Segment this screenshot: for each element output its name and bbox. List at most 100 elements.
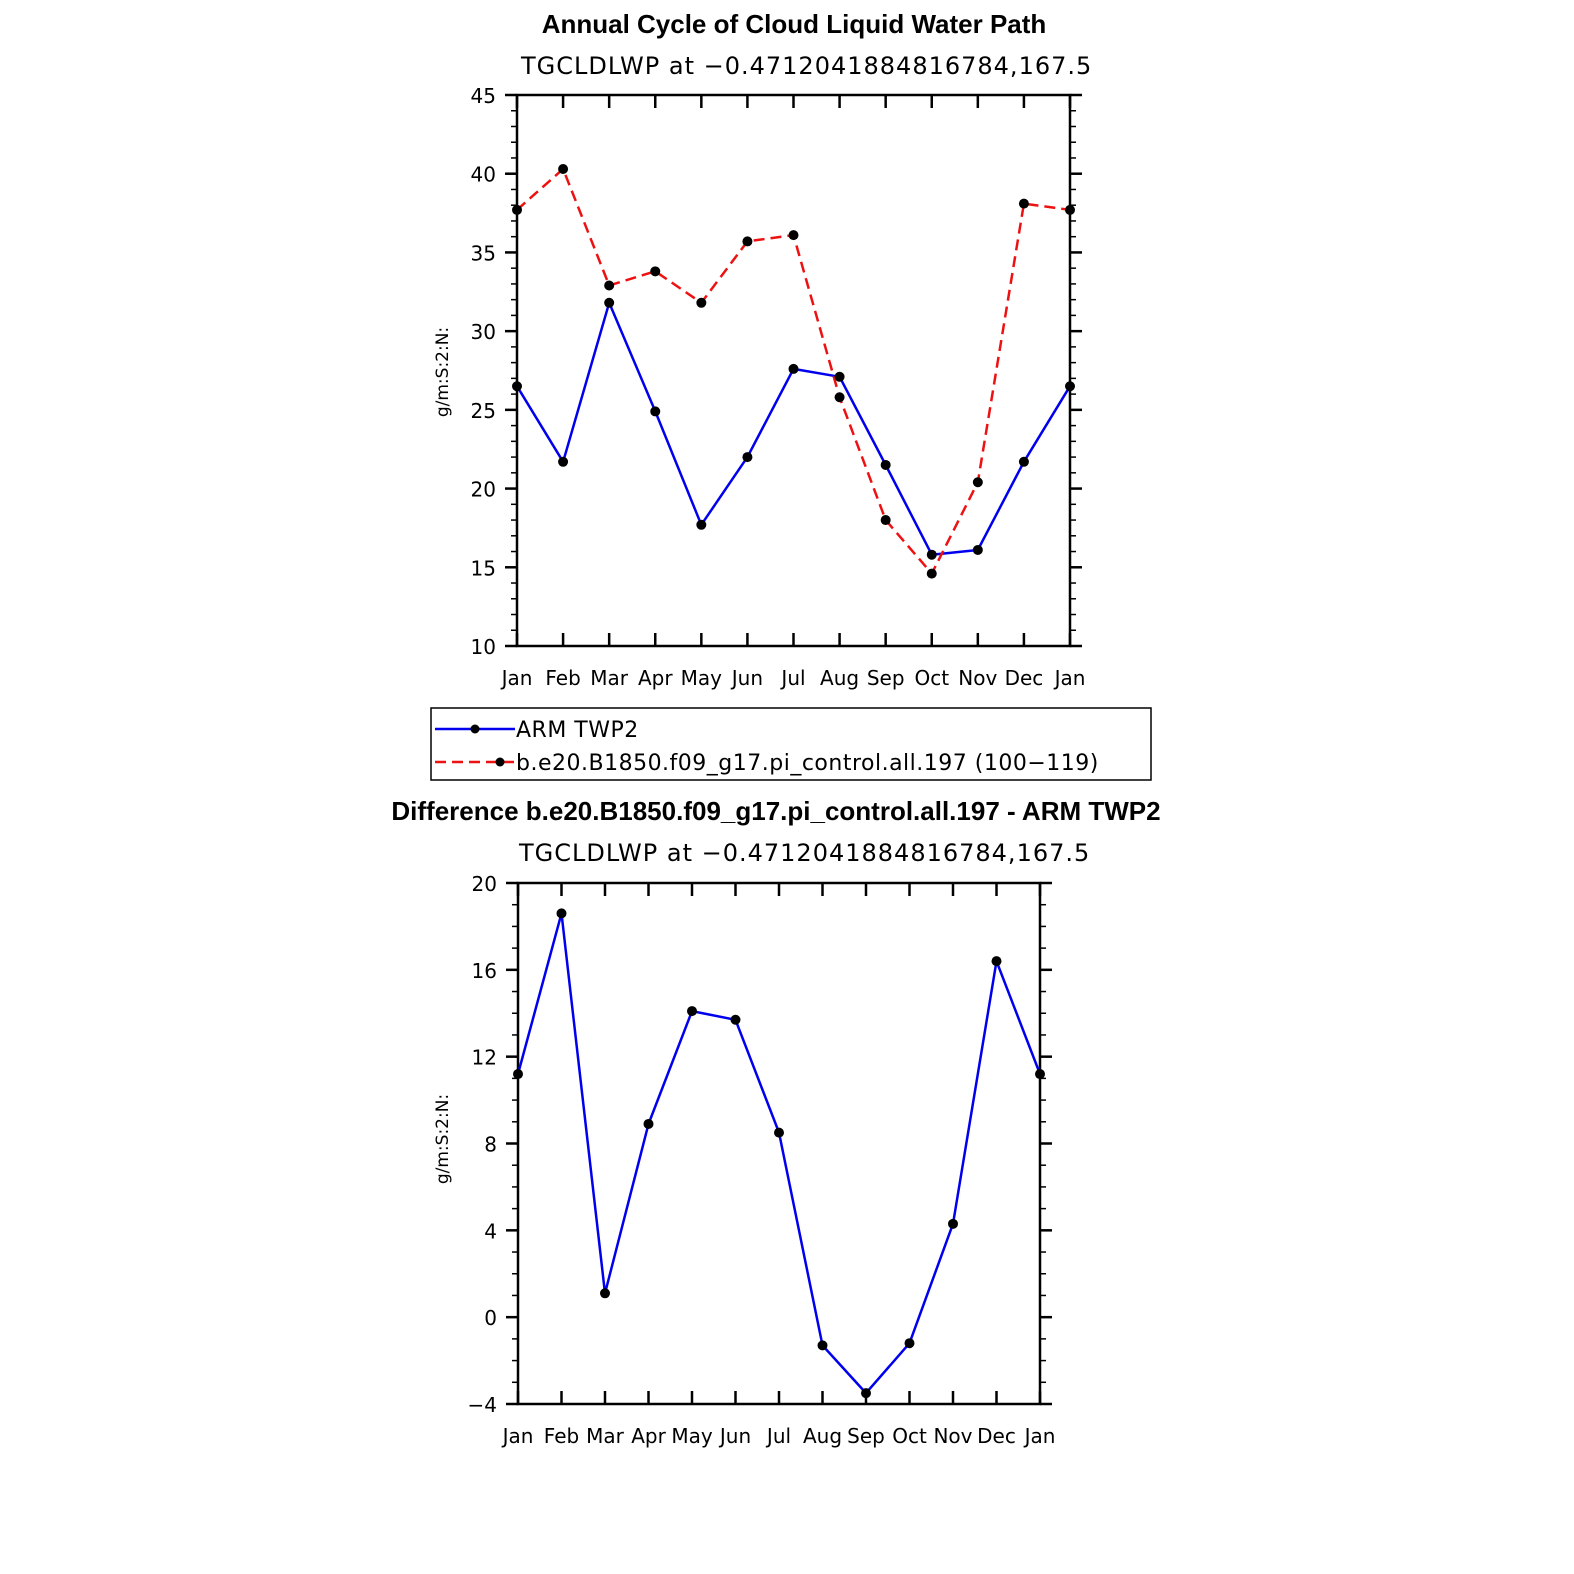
chart1-series-1-point (880, 515, 891, 526)
chart1-series-0-point (1065, 381, 1075, 392)
chart2-series-0-point (948, 1218, 958, 1229)
legend-marker-model (495, 757, 505, 767)
difference-chart: Difference b.e20.B1850.f09_g17.pi_contro… (391, 796, 1160, 1448)
chart1-series-0-point (604, 297, 615, 308)
chart2-series-0-point (687, 1006, 697, 1017)
chart2-series-0-point (1035, 1069, 1045, 1080)
chart1-series-1-point (558, 163, 569, 174)
chart2-series-0-point (991, 956, 1002, 967)
annual-cycle-chart: Annual Cycle of Cloud Liquid Water Path … (433, 9, 1092, 690)
chart2-series-0-line (516, 912, 1042, 1395)
chart1-series-1-point (1065, 204, 1075, 215)
chart1-series-1-point (512, 204, 522, 215)
chart1-x-tick-label: May (681, 666, 723, 690)
chart1-x-tick-label: Mar (590, 666, 629, 690)
chart1-series-1-point (650, 266, 661, 277)
chart1-x-tick-label: Apr (638, 666, 673, 690)
chart1-y-tick-label: 10 (471, 635, 496, 659)
chart2-series-0-point (817, 1340, 828, 1351)
chart1-series-0-point (972, 544, 983, 555)
chart2-series-0-point (600, 1288, 610, 1299)
chart1-y-tick-label: 25 (471, 399, 496, 423)
chart2-x-tick-label: Feb (544, 1424, 579, 1448)
legend-entry-arm: ARM TWP2 (435, 718, 639, 743)
chart1-x-tick-label: Feb (545, 666, 580, 690)
legend-label-arm: ARM TWP2 (516, 718, 639, 743)
chart1-y-tick-label: 45 (471, 84, 496, 108)
chart1-x-tick-label: Aug (820, 666, 859, 690)
chart1-series-0-point (512, 381, 522, 392)
legend-label-model: b.e20.B1850.f09_g17.pi_control.all.197 (… (516, 751, 1099, 776)
chart1-series-0-point (558, 456, 569, 467)
chart2-series-0-point (513, 1069, 523, 1080)
chart1-series-0-point (742, 452, 753, 463)
chart1-x-tick-label: Jan (1053, 666, 1086, 690)
chart1-y-tick-label: 35 (471, 241, 496, 265)
chart1-title: Annual Cycle of Cloud Liquid Water Path (542, 9, 1047, 39)
chart1-x-tick-label: Dec (1005, 666, 1044, 690)
legend-box (430, 707, 1152, 781)
chart1-series-0-point (926, 549, 937, 560)
chart1-series-1-point (742, 236, 753, 247)
chart2-subtitle: TGCLDLWP at −0.4712041884816784,167.5 (518, 839, 1090, 867)
legend-entry-model: b.e20.B1850.f09_g17.pi_control.all.197 (… (435, 751, 1099, 776)
chart1-subtitle: TGCLDLWP at −0.4712041884816784,167.5 (520, 52, 1092, 80)
chart2-y-tick-label: 8 (484, 1133, 497, 1157)
chart2-y-tick-label: 0 (484, 1306, 497, 1330)
chart1-series-0-point (650, 406, 661, 417)
chart1-series-0-point (1018, 456, 1029, 467)
chart1-series-1-point (696, 297, 707, 308)
chart1-series-0-point (880, 459, 891, 470)
chart2-series-0-point (861, 1388, 871, 1399)
chart1-series-0-point (834, 371, 845, 382)
chart1-y-tick-label: 40 (471, 163, 496, 187)
chart1-x-tick-label: Sep (867, 666, 905, 690)
chart2-title: Difference b.e20.B1850.f09_g17.pi_contro… (391, 796, 1160, 826)
chart2-x-tick-label: Jul (765, 1424, 791, 1448)
chart1-series-1-point (926, 568, 937, 579)
chart1-series-1-point (972, 477, 983, 488)
chart2-x-tick-label: May (671, 1424, 713, 1448)
chart2-x-tick-label: Jan (1023, 1424, 1056, 1448)
chart2-plot-area: Jan Feb Mar Apr May Jun Jul Aug Sep Oct Nov Dec Jan−… (468, 872, 1056, 1448)
chart1-series-1-point (1018, 198, 1029, 209)
chart2-x-tick-label: Dec (977, 1424, 1016, 1448)
chart2-frame (516, 881, 1042, 1406)
chart1-y-tick-label: 15 (471, 556, 496, 580)
chart2-series-0-point (643, 1118, 654, 1129)
chart2-x-tick-label: Oct (892, 1424, 927, 1448)
chart2-y-axis-label: g/m:S:2:N: (433, 1094, 453, 1184)
chart2-x-tick-label: Nov (933, 1424, 972, 1448)
chart1-y-tick-label: 20 (471, 478, 496, 502)
chart1-x-tick-label: Oct (914, 666, 949, 690)
chart2-y-tick-label: −4 (468, 1393, 497, 1417)
chart1-y-tick-label: 30 (471, 320, 496, 344)
chart1-series-1-point (604, 280, 615, 291)
chart2-series-0-point (904, 1338, 915, 1349)
chart2-x-tick-label: Jan (501, 1424, 534, 1448)
chart1-y-axis-label: g/m:S:2:N: (433, 327, 453, 417)
chart2-y-tick-label: 4 (484, 1219, 497, 1243)
chart2-x-tick-label: Aug (803, 1424, 842, 1448)
chart1-x-tick-label: Jul (779, 666, 805, 690)
chart1-series-0-point (696, 519, 707, 530)
chart1-plot-area: Jan Feb Mar Apr May Jun Jul Aug Sep Oct Nov Dec Jan1… (471, 84, 1086, 690)
chart2-y-tick-label: 16 (472, 959, 497, 983)
chart2-x-tick-label: Jun (718, 1424, 751, 1448)
legend-marker-arm (470, 724, 480, 734)
chart2-series-0-point (774, 1127, 784, 1138)
chart2-x-tick-label: Sep (847, 1424, 885, 1448)
chart2-x-tick-label: Apr (631, 1424, 666, 1448)
chart1-series-1-point (834, 392, 845, 403)
chart2-series-0-point (556, 908, 567, 919)
chart2-y-tick-label: 12 (472, 1046, 497, 1070)
chart1-x-tick-label: Jan (500, 666, 533, 690)
legend: ARM TWP2 b.e20.B1850.f09_g17.pi_control.… (430, 707, 1152, 781)
chart1-series-1-point (788, 230, 799, 241)
chart1-x-tick-label: Jun (730, 666, 763, 690)
chart2-x-tick-label: Mar (586, 1424, 625, 1448)
chart1-series-0-point (788, 363, 799, 374)
chart1-x-tick-label: Nov (958, 666, 997, 690)
chart2-series-0-point (730, 1014, 741, 1025)
